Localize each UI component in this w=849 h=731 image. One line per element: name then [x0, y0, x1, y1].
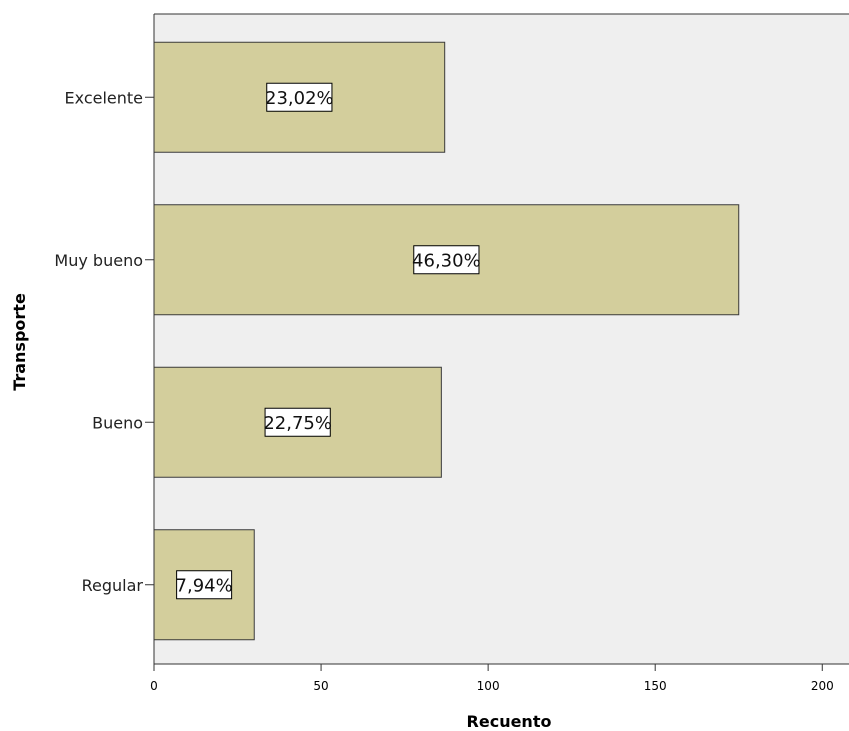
data-label: 22,75%	[263, 413, 332, 434]
y-axis-title: Transporte	[10, 293, 29, 391]
x-tick-label: 0	[150, 679, 158, 693]
data-label-box	[266, 82, 333, 112]
x-tick-label: 150	[644, 679, 667, 693]
y-category-label: Excelente	[65, 88, 143, 107]
x-tick-label: 200	[811, 679, 834, 693]
y-category-label: Bueno	[92, 413, 143, 432]
x-axis-title: Recuento	[467, 712, 552, 731]
data-label: 46,30%	[412, 250, 481, 271]
data-label: 7,94%	[176, 575, 233, 596]
y-category-label: Muy bueno	[54, 251, 143, 270]
x-tick-label: 100	[477, 679, 500, 693]
x-tick-label: 50	[313, 679, 328, 693]
y-category-label: Regular	[82, 576, 144, 595]
data-label: 23,02%	[265, 88, 334, 109]
data-label-box	[264, 407, 331, 437]
data-label-box	[413, 245, 480, 275]
data-label-box	[176, 570, 233, 600]
